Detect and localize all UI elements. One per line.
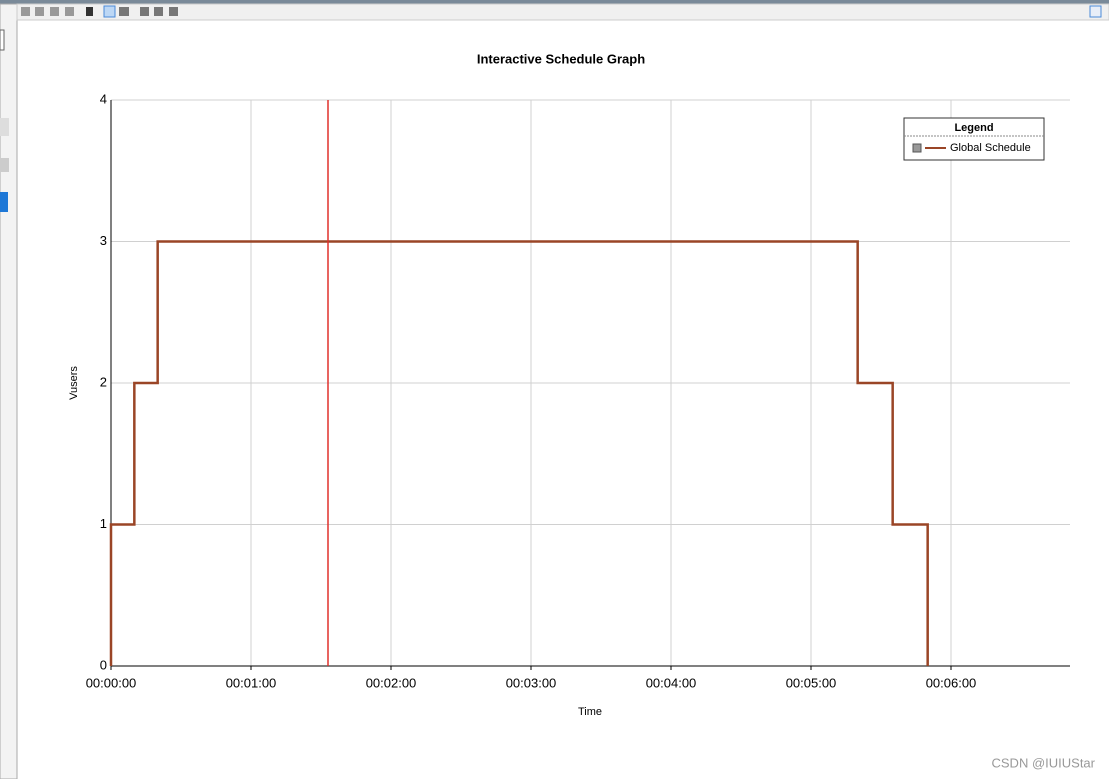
x-tick-label: 00:01:00 [226,675,277,690]
side-row [0,158,9,172]
x-tick-label: 00:05:00 [786,675,837,690]
watermark: CSDN @IUIUStar [992,755,1096,770]
zoom-icon[interactable] [169,7,178,16]
y-tick-label: 3 [100,233,107,248]
tool-icon[interactable] [103,5,116,18]
x-tick-label: 00:02:00 [366,675,417,690]
x-tick-label: 00:00:00 [86,675,137,690]
top-border [0,0,1109,4]
y-tick-label: 4 [100,91,107,106]
legend-label: Global Schedule [950,142,1031,154]
legend-box [903,117,1045,161]
legend-checkbox[interactable] [912,143,922,153]
y-axis-label: Vusers [68,366,80,400]
toolbar [16,3,1109,21]
series-line [109,240,929,666]
tool-icon[interactable] [35,7,44,16]
x-tick-label: 00:06:00 [926,675,977,690]
tool-icon[interactable] [50,7,59,16]
pause-icon[interactable] [86,7,93,16]
side-box [0,29,5,51]
y-tick-label: 1 [100,516,107,531]
tool-icon[interactable] [21,7,30,16]
y-tick-label: 2 [100,374,107,389]
plot: 0 1 2 3 4 00:00:00 00:01:00 00:02:00 00:03:00 00:… [86,91,1070,690]
toolbar-icons[interactable] [21,5,1102,18]
legend-title: Legend [954,122,993,134]
tool-icon[interactable] [65,7,74,16]
side-selected[interactable] [0,192,8,212]
tool-icon[interactable] [119,7,129,16]
chart-title: Interactive Schedule Graph [477,51,645,66]
side-row [0,118,9,136]
x-axis-label: Time [578,706,602,718]
tool-icon[interactable] [1089,5,1102,18]
x-tick-label: 00:04:00 [646,675,697,690]
y-tick-label: 0 [100,657,107,672]
zoom-icon[interactable] [140,7,149,16]
zoom-icon[interactable] [154,7,163,16]
x-tick-label: 00:03:00 [506,675,557,690]
